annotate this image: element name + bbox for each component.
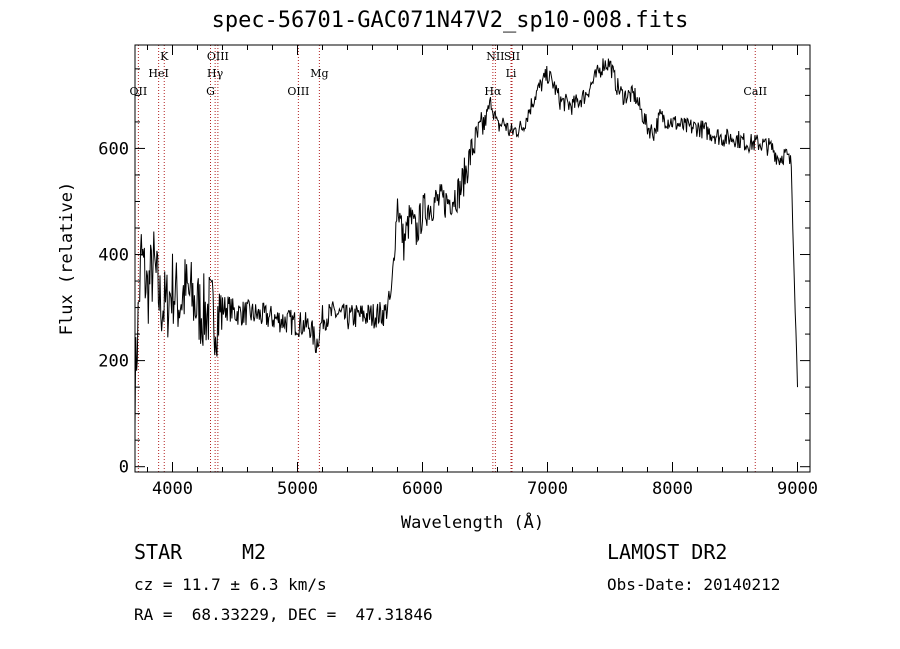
line-label-9: Hα (484, 85, 502, 98)
line-label-7: Mg (310, 67, 328, 80)
line-label-4: Hγ (207, 67, 224, 80)
line-label-8: NII (486, 50, 504, 63)
x-tick-label-4: 8000 (652, 479, 693, 499)
y-tick-label-1: 200 (98, 352, 129, 372)
redshift-cz: cz = 11.7 ± 6.3 km/s (134, 575, 327, 594)
object-subclass: M2 (242, 540, 267, 564)
line-label-1: K (160, 50, 169, 63)
object-class: STAR (134, 540, 183, 564)
x-tick-label-1: 5000 (277, 479, 318, 499)
x-tick-label-5: 9000 (777, 479, 818, 499)
spectrum-layer (134, 58, 798, 427)
ra-dec: RA = 68.33229, DEC = 47.31846 (134, 605, 433, 624)
line-label-5: G (206, 85, 215, 98)
line-label-0: OII (130, 85, 148, 98)
spectrum-line (134, 58, 798, 427)
line-label-10: Li (506, 67, 517, 80)
line-label-12: CaII (743, 85, 767, 98)
y-tick-label-2: 400 (98, 246, 129, 266)
y-axis-label: Flux (relative) (57, 182, 77, 336)
line-label-2: HeI (148, 67, 168, 80)
x-axis-label: Wavelength (Å) (401, 511, 544, 533)
obs-date: Obs-Date: 20140212 (607, 575, 781, 594)
x-tick-label-0: 4000 (152, 479, 193, 499)
x-tick-label-3: 7000 (527, 479, 568, 499)
survey-name: LAMOST DR2 (607, 540, 728, 564)
line-label-11: SII (504, 50, 520, 63)
y-tick-label-0: 0 (119, 458, 129, 478)
line-label-3: OIII (207, 50, 229, 63)
chart-title: spec-56701-GAC071N47V2_sp10-008.fits (211, 8, 689, 33)
plot-frame (134, 44, 811, 473)
line-label-6: OIII (287, 85, 309, 98)
y-tick-label-3: 600 (98, 139, 129, 159)
axis-ticks-layer: 4000 5000 6000 7000 8000 9000 0 200 400 600 (98, 45, 818, 499)
x-tick-label-2: 6000 (402, 479, 443, 499)
